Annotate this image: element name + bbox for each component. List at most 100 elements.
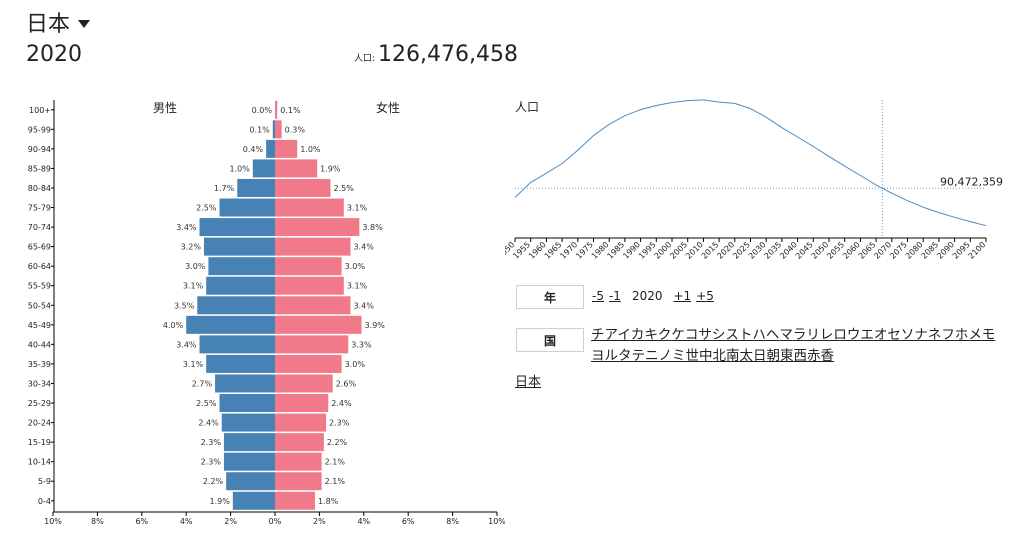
country-index-link[interactable]: ミ (672, 348, 686, 364)
male-value-label: 0.1% (249, 125, 270, 134)
age-group-label: 85-89 (28, 164, 51, 173)
country-index-link[interactable]: ソ (901, 327, 915, 343)
country-index-link[interactable]: レ (820, 327, 834, 343)
country-index-link[interactable]: 中 (699, 348, 713, 364)
male-value-label: 4.0% (163, 321, 184, 330)
country-index-link[interactable]: ウ (847, 327, 861, 343)
male-bar (197, 296, 275, 314)
female-value-label: 0.1% (280, 106, 301, 115)
country-index-link[interactable]: セ (887, 327, 901, 343)
male-bar (237, 179, 275, 197)
country-index-link[interactable]: マ (779, 327, 793, 343)
country-index-link[interactable]: ケ (671, 327, 685, 343)
country-index-link[interactable]: 東 (780, 348, 794, 364)
year-minus-1-link[interactable]: -1 (609, 289, 621, 303)
female-value-label: 3.1% (347, 282, 368, 291)
country-index-link[interactable]: 世 (686, 348, 700, 364)
female-bar (275, 277, 344, 295)
year-navigation: -5 -1 2020 +1 +5 (592, 289, 714, 303)
country-index-link[interactable]: テ (632, 348, 646, 364)
population-trend-chart: 人口90,472,3591950195519601965197019751980… (505, 92, 1010, 272)
population-label: 人口: (354, 51, 375, 64)
country-index-link[interactable]: タ (618, 348, 632, 364)
x-tick-label: 4% (357, 517, 370, 526)
country-index-link[interactable]: 朝 (767, 348, 781, 364)
country-index-link[interactable]: ナ (914, 327, 928, 343)
male-value-label: 2.5% (196, 399, 217, 408)
country-index-link[interactable]: ル (605, 348, 619, 364)
female-label: 女性 (376, 100, 400, 115)
country-link-japan[interactable]: 日本 (515, 371, 541, 390)
x-tick-label: 0% (269, 517, 282, 526)
country-index-link[interactable]: 南 (726, 348, 740, 364)
current-year: 2020 (26, 42, 82, 67)
female-bar (275, 492, 315, 510)
female-bar (275, 374, 333, 392)
country-index-link[interactable]: チ (591, 327, 605, 343)
x-tick-label: 10% (44, 517, 62, 526)
age-group-label: 40-44 (28, 340, 51, 349)
country-index-link[interactable]: ス (725, 327, 739, 343)
male-bar (224, 453, 275, 471)
age-group-label: 15-19 (28, 438, 51, 447)
country-index-link[interactable]: ト (739, 327, 753, 343)
country-selector[interactable]: 日本 (26, 6, 90, 38)
country-index-link[interactable]: サ (698, 327, 712, 343)
country-index-link[interactable]: ア (605, 327, 618, 343)
year-plus-5-link[interactable]: +5 (696, 289, 714, 303)
country-index-link[interactable]: エ (860, 327, 874, 343)
caret-down-icon[interactable] (78, 20, 90, 28)
country-index-link[interactable]: ク (658, 327, 672, 343)
marker-value-label: 90,472,359 (940, 175, 1003, 188)
female-value-label: 1.9% (320, 164, 341, 173)
country-index-link[interactable]: ニ (645, 348, 659, 364)
age-group-label: 35-39 (28, 360, 51, 369)
country-index-link[interactable]: ハ (752, 327, 766, 343)
male-value-label: 3.4% (176, 223, 197, 232)
country-index-link[interactable]: シ (712, 327, 726, 343)
trend-x-tick-label: 2100 (967, 240, 988, 261)
country-index-link[interactable]: コ (685, 327, 699, 343)
country-index-link[interactable]: 香 (821, 348, 835, 364)
country-index-link[interactable]: ロ (833, 327, 847, 343)
country-index-link[interactable]: 日 (753, 348, 767, 364)
country-index-link[interactable]: フ (941, 327, 955, 343)
age-group-label: 65-69 (28, 243, 51, 252)
country-index-link[interactable]: ヨ (591, 348, 605, 364)
country-index-link[interactable]: 北 (713, 348, 727, 364)
female-bar (275, 433, 324, 451)
male-bar (233, 492, 275, 510)
country-index-link[interactable]: ヘ (766, 327, 780, 343)
country-index-link[interactable]: オ (874, 327, 888, 343)
female-value-label: 3.4% (353, 243, 374, 252)
female-value-label: 3.9% (365, 321, 386, 330)
country-index-link[interactable]: イ (617, 327, 631, 343)
female-value-label: 1.0% (300, 145, 321, 154)
female-bar (275, 316, 362, 334)
male-bar (200, 218, 275, 236)
country-index-link[interactable]: ネ (928, 327, 942, 343)
population-total: 人口: 126,476,458 (354, 42, 518, 67)
country-index-link[interactable]: ラ (793, 327, 807, 343)
female-value-label: 3.4% (353, 301, 374, 310)
country-index-link[interactable]: 太 (740, 348, 754, 364)
country-index-link[interactable]: 西 (794, 348, 808, 364)
age-group-label: 55-59 (28, 282, 51, 291)
male-value-label: 2.4% (198, 419, 219, 428)
female-value-label: 2.2% (327, 438, 348, 447)
country-index-link[interactable]: キ (644, 327, 658, 343)
male-value-label: 3.1% (183, 360, 204, 369)
country-index-link[interactable]: ホ (955, 327, 969, 343)
male-value-label: 0.0% (252, 106, 273, 115)
country-index-link[interactable]: メ (968, 327, 982, 343)
country-index-link[interactable]: カ (631, 327, 645, 343)
country-index-link[interactable]: ノ (659, 348, 673, 364)
country-index-link[interactable]: リ (806, 327, 820, 343)
country-index-link[interactable]: 赤 (807, 348, 821, 364)
year-plus-1-link[interactable]: +1 (673, 289, 691, 303)
female-value-label: 3.1% (347, 204, 368, 213)
country-index-link[interactable]: モ (982, 327, 996, 343)
year-current: 2020 (632, 289, 663, 303)
age-group-label: 90-94 (28, 145, 51, 154)
year-minus-5-link[interactable]: -5 (592, 289, 604, 303)
